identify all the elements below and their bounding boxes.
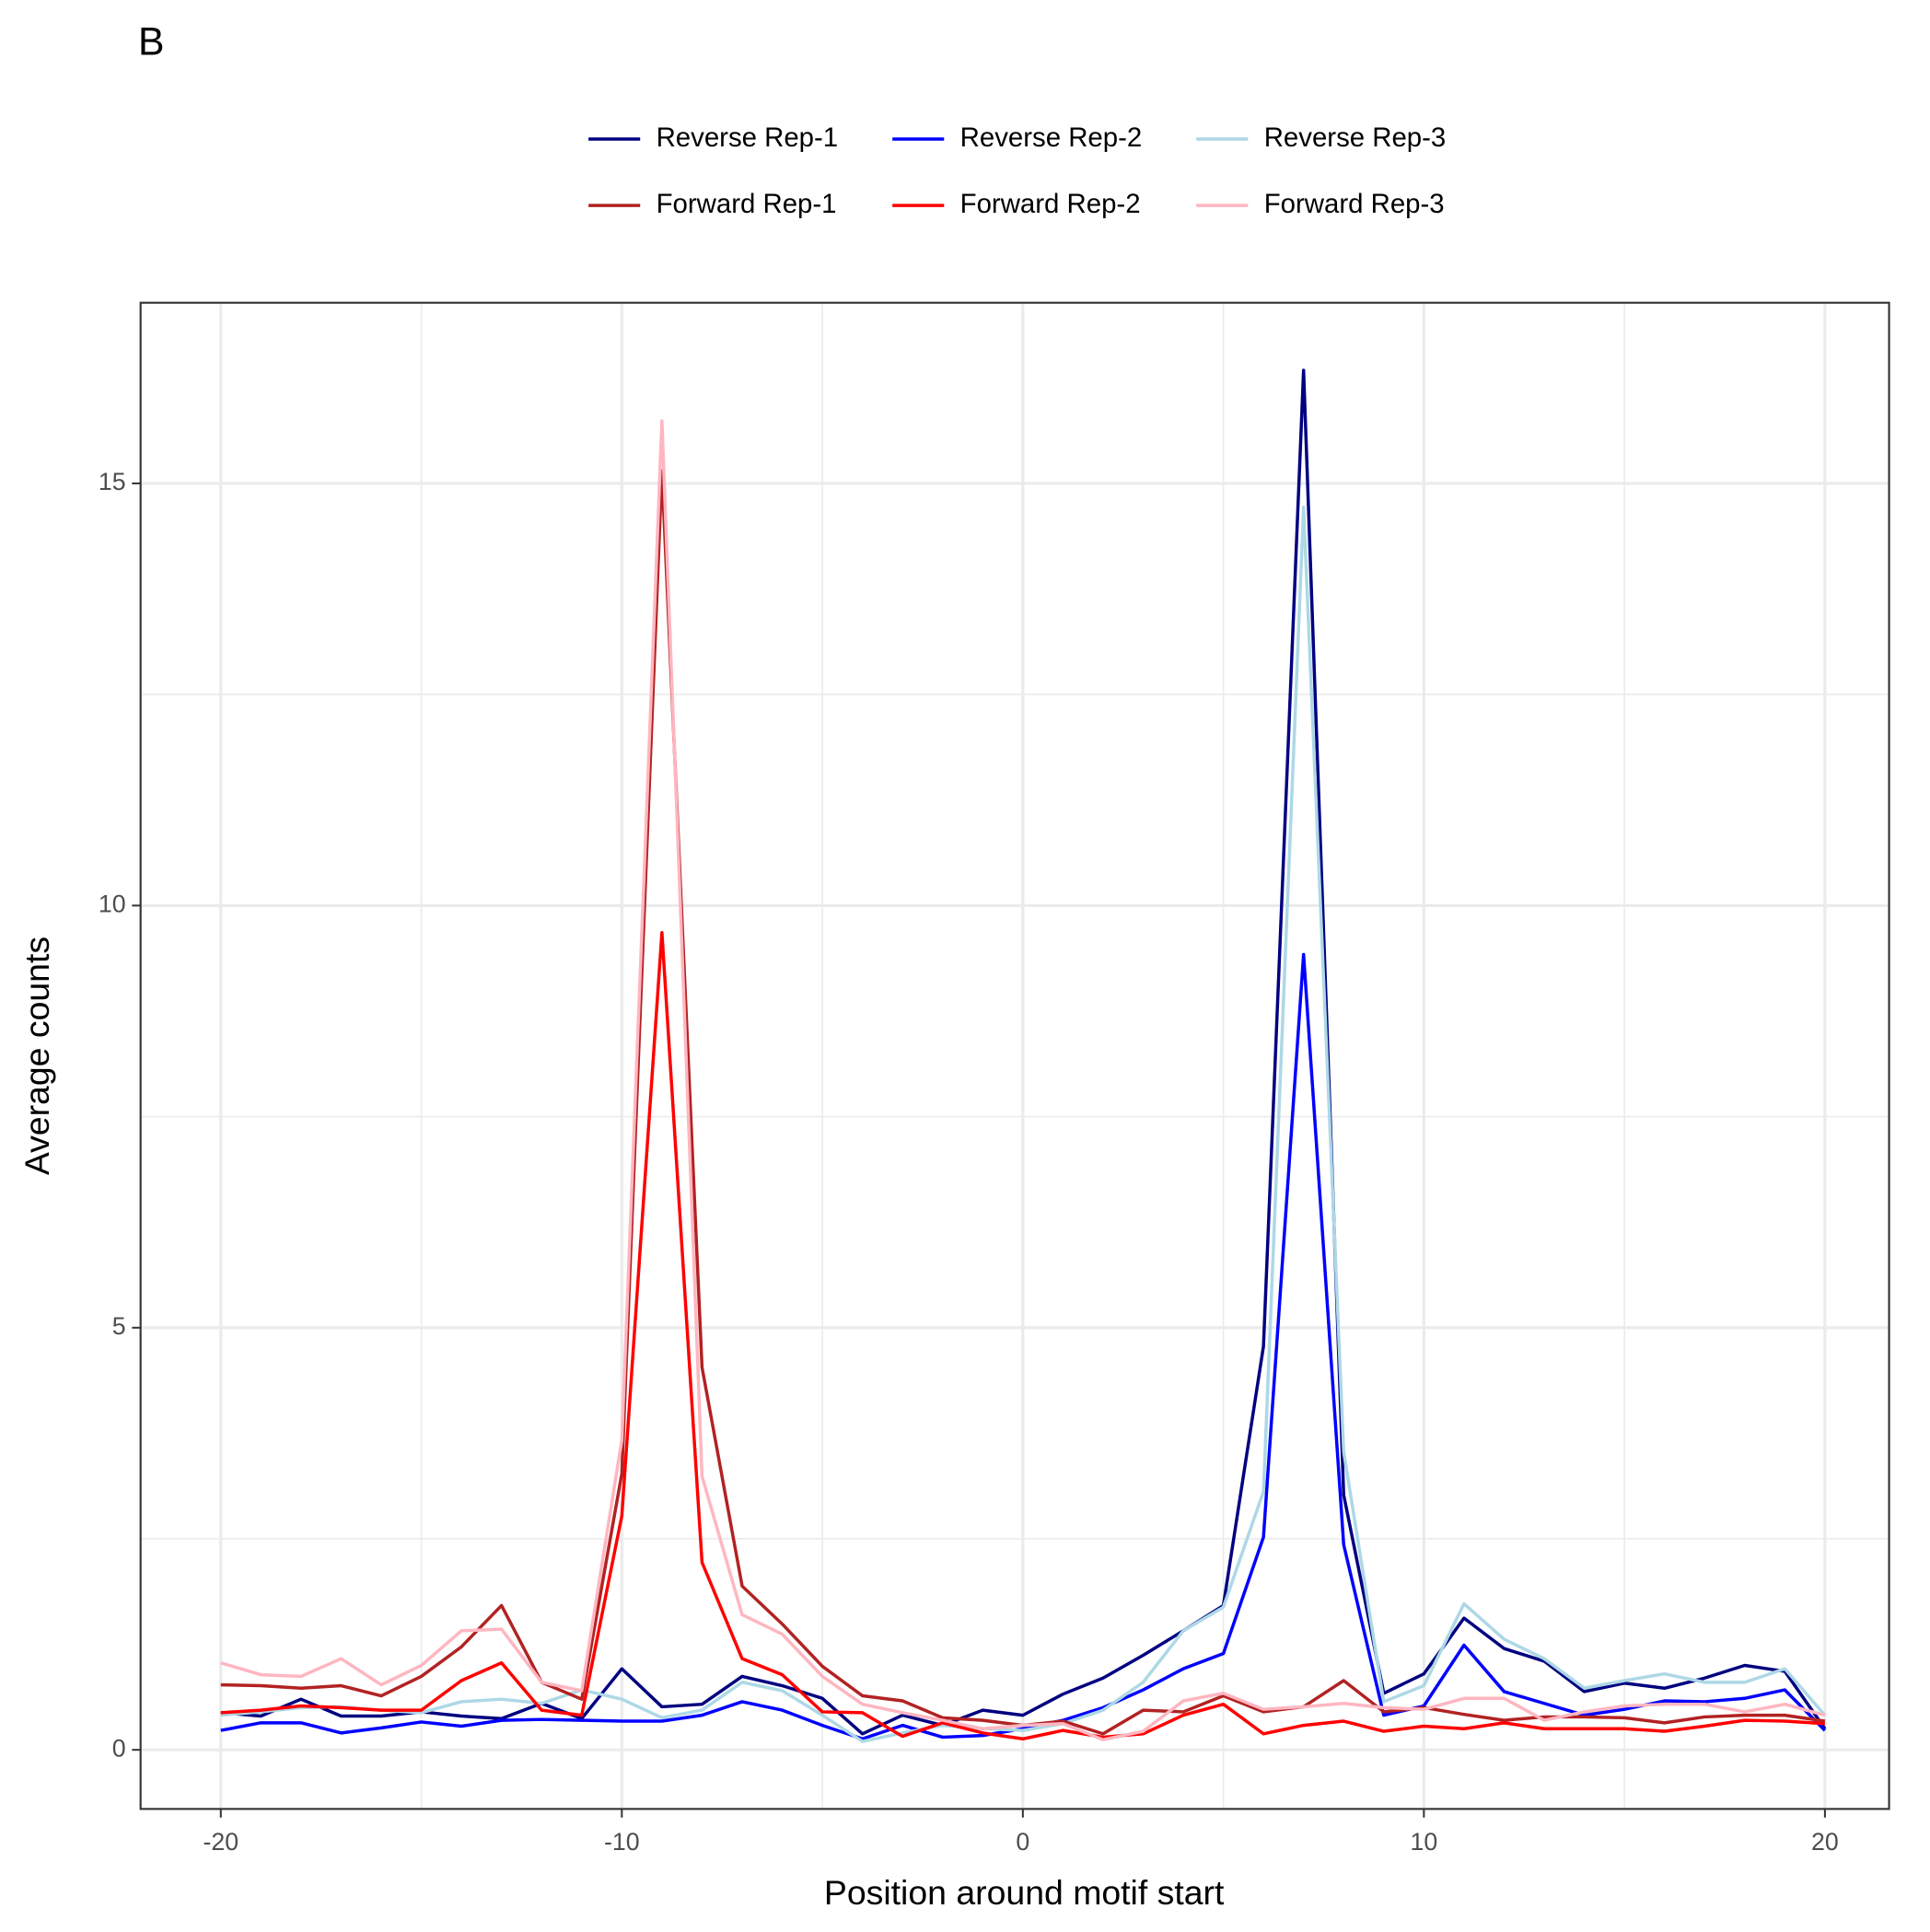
- x-tick-label: -20: [203, 1828, 238, 1856]
- data-line: [220, 505, 1827, 1743]
- legend-label: Forward Rep-1: [657, 189, 837, 219]
- x-tick-label: 10: [1410, 1828, 1437, 1856]
- legend-label: Forward Rep-2: [960, 189, 1141, 219]
- data-line: [220, 930, 1825, 1741]
- legend-label: Reverse Rep-2: [960, 122, 1143, 153]
- legend-label: Forward Rep-3: [1264, 189, 1445, 219]
- y-tick-label: 5: [112, 1312, 126, 1340]
- data-line: [220, 419, 1826, 1741]
- panel-label: B: [138, 19, 165, 64]
- x-tick-label: -10: [604, 1828, 640, 1856]
- plot-border: [139, 301, 1890, 1810]
- x-tick-label: 0: [1016, 1828, 1029, 1856]
- x-tick-label: 20: [1811, 1828, 1839, 1856]
- y-tick-label: 15: [99, 468, 126, 495]
- legend-label: Reverse Rep-3: [1264, 122, 1447, 153]
- data-line: [220, 952, 1827, 1741]
- y-tick-label: 0: [112, 1734, 126, 1762]
- legend-label: Reverse Rep-1: [657, 122, 839, 153]
- y-axis-title: Average counts: [17, 937, 56, 1175]
- y-tick-label: 10: [99, 890, 126, 917]
- data-line: [220, 368, 1827, 1736]
- x-axis-title: Position around motif start: [824, 1873, 1225, 1912]
